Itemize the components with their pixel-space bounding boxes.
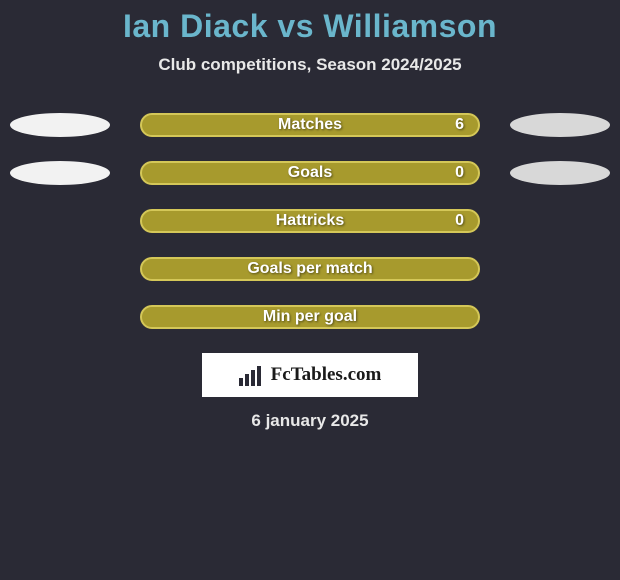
stat-row: Goals 0 [0,161,620,185]
stat-row: Goals per match [0,257,620,281]
stat-label: Matches [278,116,342,134]
stat-bar: Matches 6 [140,113,480,137]
generated-date: 6 january 2025 [0,411,620,431]
left-ellipse-icon [10,113,110,137]
stat-label: Goals [288,164,332,182]
comparison-infographic: Ian Diack vs Williamson Club competition… [0,0,620,431]
stat-bar: Goals 0 [140,161,480,185]
logo-box: FcTables.com [202,353,418,397]
stat-row: Hattricks 0 [0,209,620,233]
stat-bar: Min per goal [140,305,480,329]
stat-value: 6 [455,116,464,134]
barchart-icon [239,364,265,386]
stat-label: Goals per match [247,260,372,278]
left-ellipse-icon [10,161,110,185]
stat-row: Min per goal [0,305,620,329]
stat-bar: Hattricks 0 [140,209,480,233]
right-ellipse-icon [510,113,610,137]
logo-text: FcTables.com [271,364,382,386]
stat-value: 0 [455,164,464,182]
stat-value: 0 [455,212,464,230]
right-ellipse-icon [510,161,610,185]
stat-rows: Matches 6 Goals 0 Hattricks 0 Goals per match M… [0,113,620,329]
stat-row: Matches 6 [0,113,620,137]
stat-label: Min per goal [263,308,357,326]
stat-bar: Goals per match [140,257,480,281]
page-title: Ian Diack vs Williamson [0,8,620,45]
subtitle: Club competitions, Season 2024/2025 [0,55,620,75]
stat-label: Hattricks [276,212,344,230]
